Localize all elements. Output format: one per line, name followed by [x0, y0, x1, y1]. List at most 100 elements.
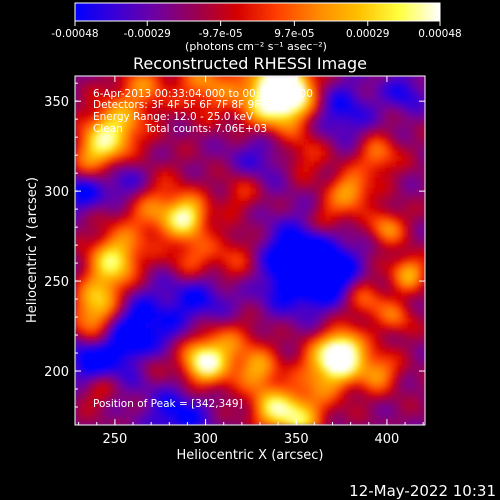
- heatmap-cell: [238, 306, 245, 313]
- heatmap-cell: [145, 160, 152, 167]
- heatmap-cell: [417, 117, 424, 124]
- heatmap-cell: [102, 322, 109, 329]
- heatmap-cell: [265, 95, 272, 102]
- heatmap-cell: [357, 176, 364, 183]
- heatmap-cell: [254, 76, 261, 81]
- heatmap-cell: [129, 155, 136, 162]
- heatmap-cell: [96, 273, 103, 280]
- heatmap-cell: [189, 106, 196, 113]
- heatmap-cell: [151, 295, 158, 302]
- heatmap-cell: [281, 160, 288, 167]
- heatmap-cell: [249, 149, 256, 156]
- heatmap-cell: [140, 219, 147, 226]
- heatmap-cell: [254, 106, 261, 113]
- heatmap-cell: [303, 327, 310, 334]
- heatmap-cell: [216, 122, 223, 129]
- heatmap-cell: [249, 263, 256, 270]
- heatmap-cell: [178, 371, 185, 378]
- heatmap-cell: [162, 322, 169, 329]
- colorbar-tick-label: 9.7e-05: [274, 28, 314, 40]
- heatmap-cell: [140, 165, 147, 172]
- heatmap-cell: [390, 171, 397, 178]
- heatmap-cell: [319, 376, 326, 383]
- heatmap-cell: [374, 387, 381, 394]
- heatmap-cell: [259, 398, 267, 405]
- heatmap-cell: [287, 219, 294, 226]
- heatmap-cell: [172, 192, 179, 199]
- heatmap-cell: [118, 398, 125, 405]
- heatmap-cell: [243, 381, 250, 388]
- heatmap-cell: [357, 322, 364, 329]
- heatmap-cell: [341, 279, 348, 286]
- heatmap-cell: [129, 306, 136, 313]
- heatmap-cell: [270, 322, 277, 329]
- heatmap-cell: [75, 284, 82, 291]
- heatmap-cell: [238, 155, 245, 162]
- heatmap-cell: [183, 203, 190, 210]
- heatmap-cell: [292, 171, 299, 178]
- heatmap-cell: [134, 149, 141, 156]
- heatmap-cell: [417, 246, 424, 253]
- heatmap-cell: [211, 225, 218, 232]
- heatmap-cell: [238, 273, 245, 280]
- heatmap-cell: [298, 192, 305, 199]
- heatmap-cell: [151, 198, 158, 205]
- heatmap-cell: [352, 403, 359, 410]
- heatmap-cell: [395, 111, 403, 118]
- heatmap-cell: [238, 365, 245, 372]
- heatmap-cell: [363, 155, 370, 162]
- heatmap-cell: [390, 165, 397, 172]
- heatmap-cell: [183, 338, 190, 345]
- heatmap-cell: [357, 236, 364, 243]
- heatmap-cell: [385, 101, 392, 108]
- heatmap-cell: [172, 182, 179, 189]
- heatmap-cell: [401, 76, 408, 81]
- heatmap-cell: [140, 84, 147, 91]
- heatmap-cell: [259, 306, 267, 313]
- heatmap-cell: [200, 241, 207, 248]
- heatmap-cell: [352, 90, 359, 97]
- heatmap-cell: [194, 419, 201, 425]
- heatmap-cell: [167, 176, 174, 183]
- heatmap-cell: [390, 295, 397, 302]
- heatmap-cell: [368, 338, 375, 345]
- heatmap-cell: [129, 144, 136, 151]
- heatmap-cell: [134, 165, 141, 172]
- heatmap-cell: [102, 95, 109, 102]
- heatmap-cell: [107, 317, 114, 324]
- heatmap-cell: [417, 322, 424, 329]
- heatmap-cell: [75, 106, 82, 113]
- heatmap-cell: [243, 171, 250, 178]
- heatmap-cell: [118, 241, 125, 248]
- heatmap-cell: [385, 360, 392, 367]
- heatmap-cell: [221, 171, 228, 178]
- heatmap-cell: [85, 155, 92, 162]
- heatmap-cell: [129, 263, 136, 270]
- heatmap-cell: [390, 408, 397, 415]
- heatmap-cell: [178, 198, 185, 205]
- heatmap-cell: [423, 128, 425, 135]
- heatmap-cell: [347, 322, 354, 329]
- heatmap-cell: [270, 106, 277, 113]
- heatmap-cell: [374, 95, 381, 102]
- heatmap-cell: [162, 419, 169, 425]
- heatmap-cell: [287, 90, 294, 97]
- heatmap-cell: [183, 306, 190, 313]
- heatmap-cell: [96, 117, 103, 124]
- heatmap-cell: [134, 128, 141, 135]
- heatmap-cell: [118, 290, 125, 297]
- heatmap-cell: [134, 381, 141, 388]
- heatmap-cell: [319, 263, 326, 270]
- heatmap-cell: [129, 387, 136, 394]
- heatmap-cell: [298, 128, 305, 135]
- heatmap-cell: [395, 403, 403, 410]
- heatmap-cell: [151, 214, 158, 221]
- heatmap-cell: [211, 306, 218, 313]
- heatmap-cell: [232, 306, 239, 313]
- heatmap-cell: [330, 403, 337, 410]
- heatmap-cell: [205, 257, 212, 264]
- heatmap-cell: [265, 106, 272, 113]
- heatmap-cell: [172, 317, 179, 324]
- heatmap-cell: [303, 414, 310, 421]
- heatmap-cell: [162, 349, 169, 356]
